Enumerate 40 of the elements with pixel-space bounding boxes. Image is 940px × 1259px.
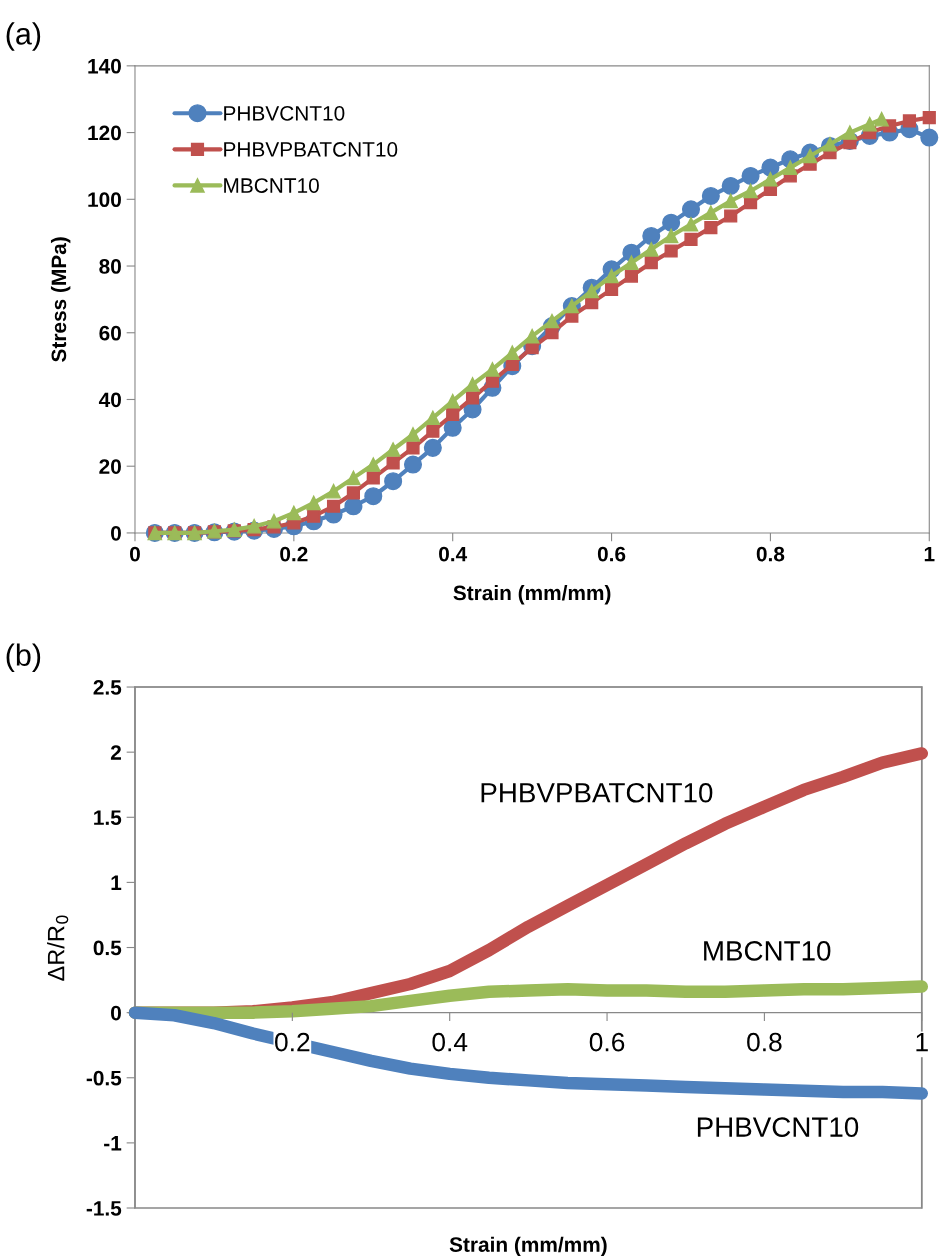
legend-label: MBCNT10 (224, 178, 319, 193)
y-axis-title: Stress (MPa) (50, 237, 71, 362)
x-tick-label: 0.2 (280, 546, 308, 562)
y-tick-label: 1.5 (94, 810, 122, 826)
x-tick-label: 0.6 (597, 546, 626, 562)
x-tick-label: 0.4 (439, 546, 468, 562)
x-tick-label: 0.4 (432, 1032, 468, 1052)
y-tick-label: 20 (99, 459, 121, 474)
y-axis-title: ΔR/R$_{0}$ (47, 915, 69, 981)
y-tick-label: -0.5 (86, 1070, 122, 1086)
y-tick-label: 0.5 (93, 940, 122, 956)
x-tick-label: 1 (924, 546, 935, 562)
y-tick-label: 120 (88, 125, 121, 141)
y-tick-label: -1.5 (86, 1201, 122, 1216)
series-label: PHBVPBATCNT10 (481, 782, 713, 803)
x-tick-label: 0.6 (589, 1032, 625, 1052)
x-tick-label: 0.8 (756, 546, 785, 562)
x-tick-label: 0.8 (747, 1032, 782, 1052)
y-tick-label: 2 (110, 745, 121, 760)
x-axis-title: Strain (mm/mm) (453, 584, 611, 605)
y-tick-label: 60 (99, 325, 121, 341)
y-tick-label: -1 (104, 1136, 122, 1151)
y-tick-label: 140 (88, 58, 121, 74)
y-tick-label: 0 (111, 1005, 121, 1021)
x-tick-label: 0.2 (275, 1032, 310, 1052)
series-label: MBCNT10 (704, 941, 831, 961)
y-tick-label: 2.5 (93, 680, 122, 695)
chart-title: (a) (6, 22, 41, 51)
x-axis-title: Strain (mm/mm) (449, 1236, 607, 1257)
x-tick-label: 0 (130, 546, 140, 562)
legend-label: PHBVPBATCNT10 (224, 142, 398, 157)
x-tick-label: 1 (916, 1033, 928, 1052)
series-label: PHBVCNT10 (697, 1117, 859, 1137)
y-tick-label: 100 (88, 192, 121, 208)
y-tick-label: 80 (99, 259, 121, 274)
y-tick-label: 0 (111, 525, 121, 541)
y-tick-label: 1 (111, 875, 122, 890)
chart-title: (b) (6, 643, 41, 672)
legend-label: PHBVCNT10 (224, 105, 345, 121)
y-tick-label: 40 (98, 392, 121, 408)
